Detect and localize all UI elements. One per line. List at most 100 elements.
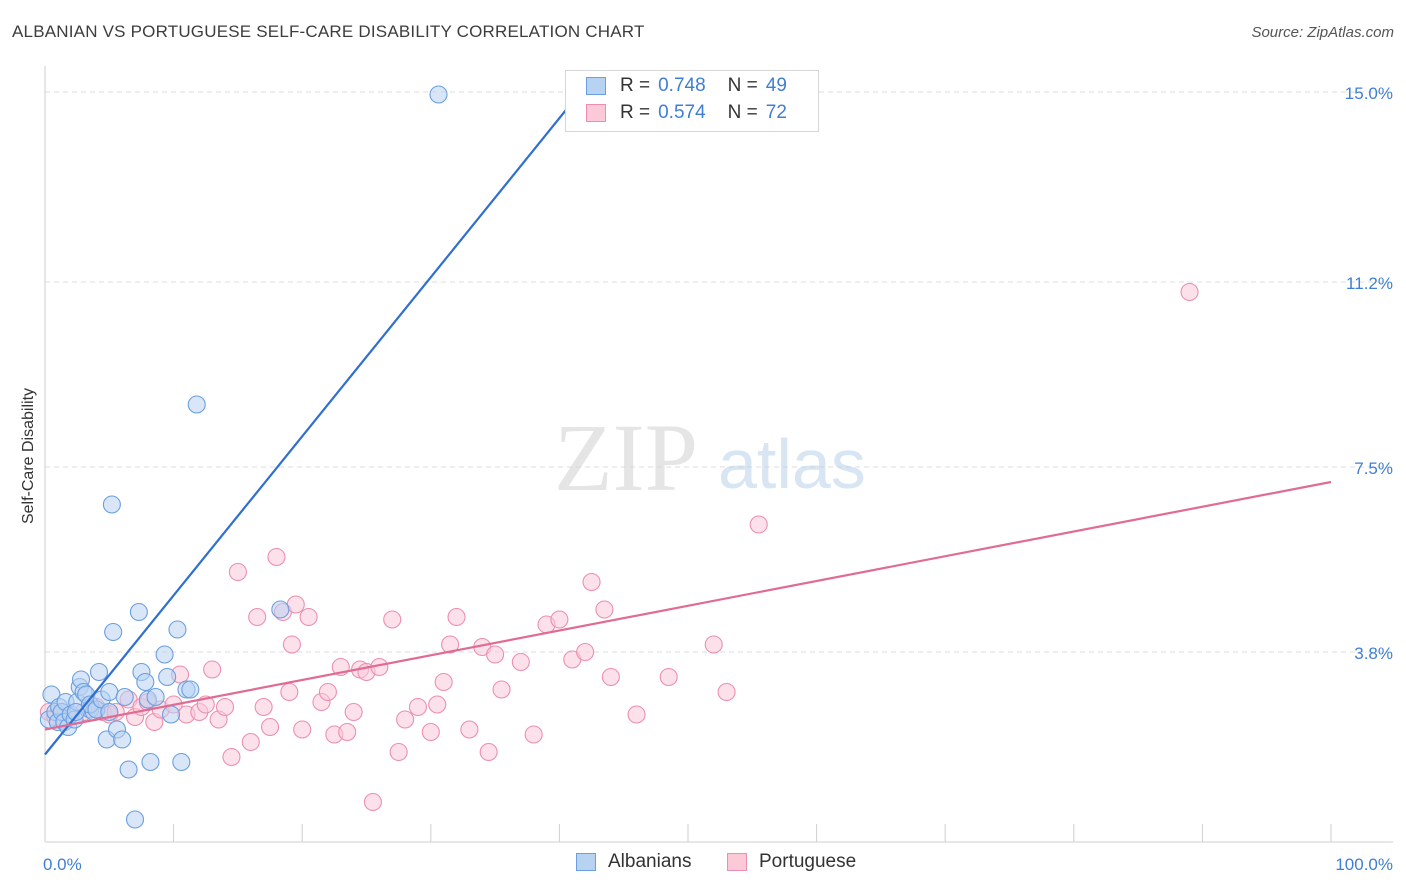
albanians-point xyxy=(168,620,187,639)
legend-n-value: 49 xyxy=(765,75,787,96)
albanians-point xyxy=(100,682,119,702)
portuguese-point xyxy=(203,660,222,679)
portuguese-point xyxy=(282,635,301,654)
portuguese-point xyxy=(260,717,280,737)
y-tick-label: 15.0% xyxy=(1345,84,1393,103)
portuguese-point xyxy=(492,680,511,699)
albanians-point xyxy=(172,752,191,772)
albanians-trend-line xyxy=(44,106,570,756)
legend-row-portuguese: R = 0.574 N = 72 xyxy=(586,101,787,125)
portuguese-swatch xyxy=(586,104,606,122)
portuguese-point xyxy=(215,697,235,717)
albanians-point xyxy=(181,680,200,699)
portuguese-point xyxy=(241,732,260,752)
portuguese-point xyxy=(408,697,427,717)
watermark-atlas: atlas xyxy=(718,425,866,503)
portuguese-point xyxy=(550,610,569,629)
albanians-point xyxy=(429,85,448,104)
x-tick-label-start: 0.0% xyxy=(43,855,82,874)
albanians-point xyxy=(155,645,174,664)
portuguese-point xyxy=(267,547,286,567)
source-label: Source: ZipAtlas.com xyxy=(1251,24,1394,41)
portuguese-point xyxy=(511,652,530,672)
portuguese-point xyxy=(524,725,543,744)
albanians-point xyxy=(271,600,290,619)
portuguese-point xyxy=(254,697,273,717)
portuguese-point xyxy=(318,682,337,702)
chart-title: ALBANIAN VS PORTUGUESE SELF-CARE DISABIL… xyxy=(12,22,645,41)
portuguese-point xyxy=(447,607,466,627)
portuguese-point xyxy=(344,702,363,722)
legend-n-label: N = xyxy=(727,102,758,123)
series-legend: Albanians Portuguese xyxy=(0,851,1406,877)
portuguese-point xyxy=(248,607,267,627)
portuguese-point xyxy=(601,667,620,687)
albanians-point xyxy=(158,667,177,687)
portuguese-point xyxy=(396,710,415,729)
portuguese-point xyxy=(595,600,614,619)
albanians-point xyxy=(104,622,123,642)
grid-layer xyxy=(45,91,1393,653)
portuguese-point xyxy=(717,682,736,702)
portuguese-trend-line xyxy=(44,480,1332,731)
points-layer xyxy=(39,85,1199,829)
portuguese-point xyxy=(389,742,408,762)
albanians-point xyxy=(66,702,85,722)
portuguese-point xyxy=(363,792,382,812)
portuguese-point xyxy=(228,562,247,582)
legend-r-label: R = xyxy=(620,75,651,96)
portuguese-point xyxy=(576,642,595,662)
albanians-point xyxy=(115,687,134,707)
legend-row-albanians: R = 0.748 N = 49 xyxy=(586,74,787,98)
trend-layer xyxy=(44,106,1332,756)
portuguese-point xyxy=(704,635,723,654)
portuguese-point xyxy=(627,705,646,724)
x-tick-label-end: 100.0% xyxy=(1335,855,1393,874)
albanians-point xyxy=(146,687,165,707)
portuguese-point xyxy=(460,720,479,739)
albanians-legend-swatch xyxy=(576,853,596,871)
legend-r-value: 0.748 xyxy=(658,75,706,96)
tick-label-layer: 3.8% 7.5% 11.2% 15.0% 0.0% 100.0% xyxy=(43,84,1393,874)
y-tick-label: 11.2% xyxy=(1346,274,1393,293)
albanians-point xyxy=(119,760,138,779)
portuguese-point xyxy=(299,607,318,627)
legend-item-albanians[interactable]: Albanians xyxy=(576,851,691,873)
portuguese-point xyxy=(749,515,768,534)
stats-legend: R = 0.748 N = 49 R = 0.574 N = 72 xyxy=(565,70,819,132)
portuguese-point xyxy=(428,695,447,714)
legend-r-value: 0.574 xyxy=(658,102,706,123)
portuguese-point xyxy=(441,635,460,654)
portuguese-point xyxy=(486,645,505,664)
portuguese-point xyxy=(222,747,241,767)
albanians-point xyxy=(129,602,148,622)
albanians-point xyxy=(187,395,206,414)
portuguese-point xyxy=(479,742,498,762)
portuguese-point xyxy=(421,722,440,742)
portuguese-point xyxy=(293,720,312,739)
portuguese-legend-label: Portuguese xyxy=(759,851,857,872)
albanians-point xyxy=(125,810,145,829)
albanians-point xyxy=(89,662,109,682)
portuguese-point xyxy=(582,572,601,592)
portuguese-point xyxy=(1180,282,1199,302)
albanians-swatch xyxy=(586,77,606,95)
legend-item-portuguese[interactable]: Portuguese xyxy=(727,851,856,873)
albanians-point xyxy=(102,495,121,514)
portuguese-point xyxy=(286,595,305,614)
portuguese-point xyxy=(338,722,357,742)
y-tick-label: 7.5% xyxy=(1354,459,1393,478)
albanians-legend-label: Albanians xyxy=(608,851,692,872)
portuguese-point xyxy=(383,610,402,629)
albanians-point xyxy=(161,705,181,724)
watermark: ZIP atlas xyxy=(554,404,866,511)
portuguese-point xyxy=(659,667,678,687)
albanians-point xyxy=(113,730,132,749)
watermark-zip: ZIP xyxy=(554,404,698,511)
albanians-point xyxy=(136,672,155,692)
albanians-point xyxy=(141,752,160,772)
y-tick-label: 3.8% xyxy=(1354,644,1393,663)
legend-n-value: 72 xyxy=(765,102,787,123)
legend-n-label: N = xyxy=(727,75,758,96)
